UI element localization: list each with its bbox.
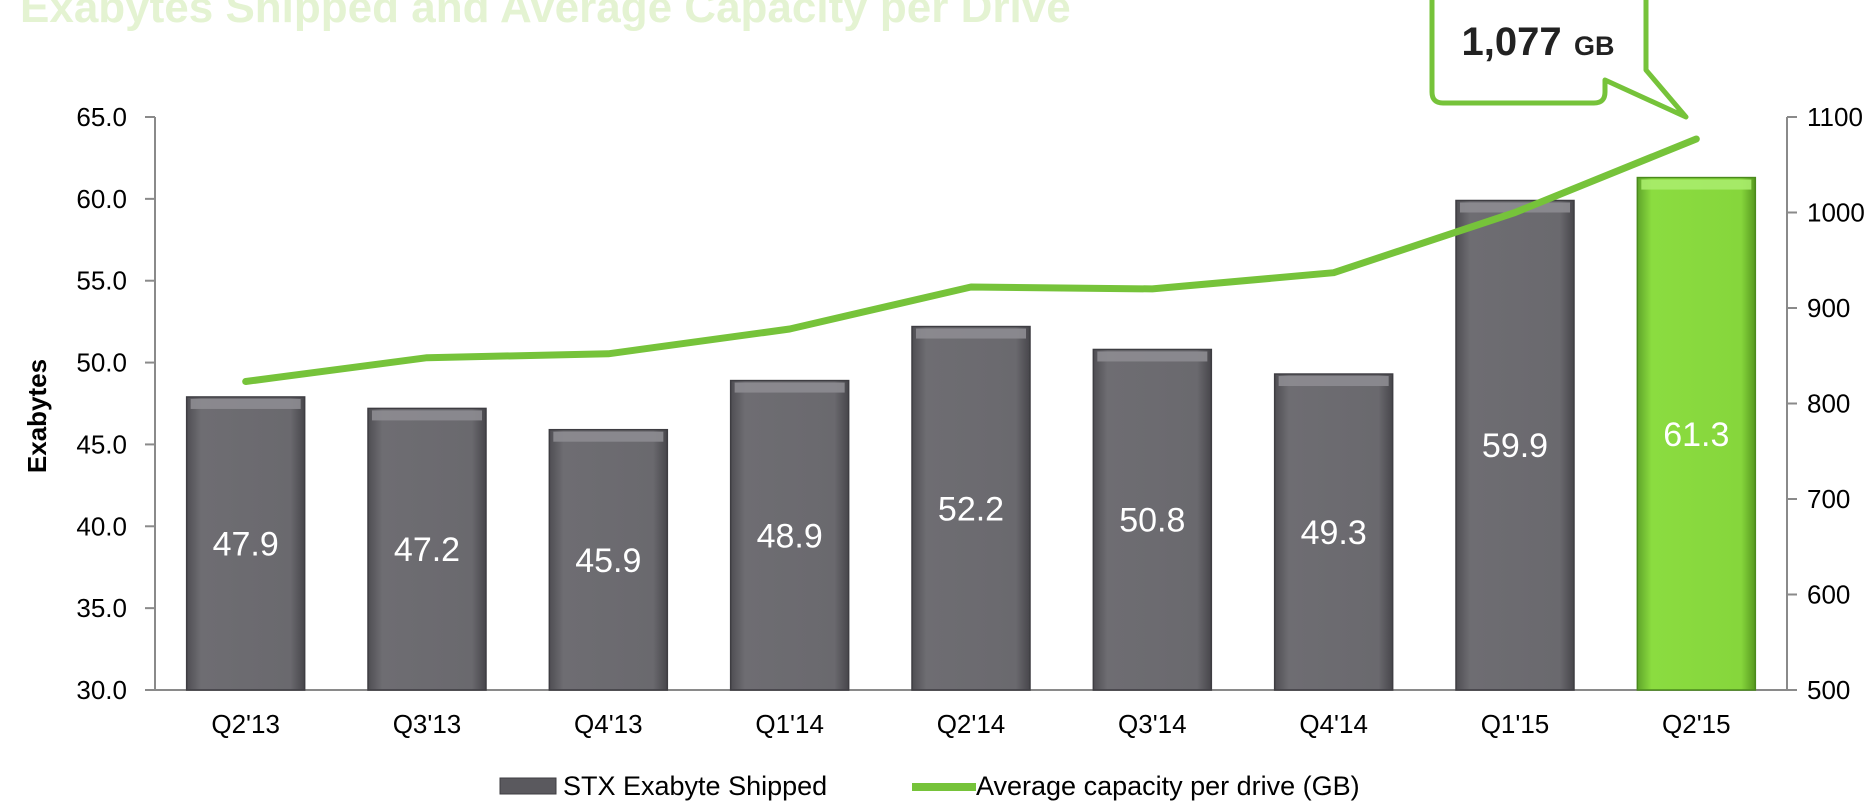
bar-group: 59.9 xyxy=(1455,199,1575,691)
chart-title: Exabytes Shipped and Average Capacity pe… xyxy=(20,0,1071,32)
bars: 47.9 47.2 45.9 48.9 52.2 50.8 49.3 59.9 61.3 xyxy=(185,176,1757,691)
y2-tick-label: 700 xyxy=(1807,484,1850,514)
capacity-point xyxy=(970,285,972,288)
bar-top-bevel xyxy=(553,431,664,442)
bar-top-bevel xyxy=(1641,179,1752,190)
y2-tick-label: 800 xyxy=(1807,389,1850,419)
bar-value-label: 45.9 xyxy=(575,542,641,580)
legend: STX Exabyte Shipped Average capacity per… xyxy=(499,771,1360,801)
bar-top-bevel xyxy=(916,328,1026,339)
bar-value-label: 49.3 xyxy=(1301,514,1367,552)
bar-top-bevel xyxy=(1097,351,1208,362)
y2-tick-label: 500 xyxy=(1807,675,1850,705)
legend-label-bars: STX Exabyte Shipped xyxy=(563,771,827,801)
x-tick-label: Q2'14 xyxy=(937,709,1006,739)
bar-group: 47.9 xyxy=(185,396,306,691)
bar-top-bevel xyxy=(1278,376,1389,387)
bar xyxy=(911,325,1031,691)
y-tick-label: 65.0 xyxy=(76,102,127,132)
x-tick-label: Q1'15 xyxy=(1481,709,1550,739)
bar xyxy=(1455,199,1575,691)
x-tick-label: Q4'14 xyxy=(1299,709,1368,739)
y2-tick-label: 600 xyxy=(1807,580,1850,610)
callout-text: 1,077 GB xyxy=(1461,20,1614,64)
callout-unit: GB xyxy=(1574,31,1615,61)
bar xyxy=(729,379,850,691)
capacity-point xyxy=(1332,271,1335,274)
y2-tick-label: 900 xyxy=(1807,293,1850,323)
axes: 30.0 35.0 40.0 45.0 50.0 55.0 60.0 65.0 500 600 70… xyxy=(76,102,1864,739)
legend-swatch-bars xyxy=(499,777,557,795)
bar-value-label: 47.9 xyxy=(213,525,279,563)
bar-group: 50.8 xyxy=(1092,348,1213,691)
bar-value-label: 50.8 xyxy=(1119,502,1185,540)
bar xyxy=(1092,348,1213,691)
capacity-point xyxy=(1151,287,1154,290)
bar xyxy=(367,407,487,691)
y2-tick-label: 1000 xyxy=(1807,198,1865,228)
capacity-line xyxy=(242,135,1700,385)
capacity-point xyxy=(1514,211,1516,214)
bar-value-label: 61.3 xyxy=(1663,416,1729,454)
bar-group: 47.2 xyxy=(367,407,487,691)
x-tick-label: Q1'14 xyxy=(755,709,824,739)
callout-bubble xyxy=(1429,0,1689,120)
bar-value-label: 48.9 xyxy=(757,517,823,555)
x-tick-label: Q4'13 xyxy=(574,709,643,739)
y-axis-label: Exabytes xyxy=(22,359,52,473)
x-tick-label: Q2'15 xyxy=(1662,709,1731,739)
bar-top-bevel xyxy=(372,410,482,421)
y-tick-label: 30.0 xyxy=(76,675,127,705)
bar-top-bevel xyxy=(190,398,301,409)
capacity-point xyxy=(244,380,247,383)
y-tick-label: 55.0 xyxy=(76,266,127,296)
bar-top-bevel xyxy=(1460,202,1570,213)
x-tick-label: Q2'13 xyxy=(211,709,280,739)
bar xyxy=(548,428,669,691)
capacity-point xyxy=(426,356,428,359)
bar-top-bevel xyxy=(734,382,845,393)
bar-group: 48.9 xyxy=(729,379,850,691)
bar-value-label: 59.9 xyxy=(1482,427,1548,465)
bar-group: 61.3 xyxy=(1636,176,1757,691)
capacity-point xyxy=(788,328,791,331)
bar-group: 45.9 xyxy=(548,428,669,691)
y-tick-label: 60.0 xyxy=(76,184,127,214)
bar-value-label: 47.2 xyxy=(394,531,460,569)
bar-group: 52.2 xyxy=(911,325,1031,691)
y-tick-label: 45.0 xyxy=(76,429,127,459)
legend-label-line: Average capacity per drive (GB) xyxy=(976,771,1360,801)
bar xyxy=(1636,176,1757,691)
bar xyxy=(1273,373,1394,691)
x-tick-label: Q3'13 xyxy=(393,709,462,739)
y-tick-label: 50.0 xyxy=(76,348,127,378)
x-tick-label: Q3'14 xyxy=(1118,709,1187,739)
capacity-point xyxy=(1695,137,1698,140)
bar-value-label: 52.2 xyxy=(938,490,1004,528)
bar-group: 49.3 xyxy=(1273,373,1394,691)
callout: 1,077 GB xyxy=(1429,0,1689,120)
callout-value: 1,077 xyxy=(1461,20,1561,64)
y-tick-label: 40.0 xyxy=(76,511,127,541)
bar xyxy=(185,396,306,691)
y2-tick-label: 1100 xyxy=(1807,102,1863,132)
capacity-point xyxy=(607,352,610,355)
y-tick-label: 35.0 xyxy=(76,593,127,623)
